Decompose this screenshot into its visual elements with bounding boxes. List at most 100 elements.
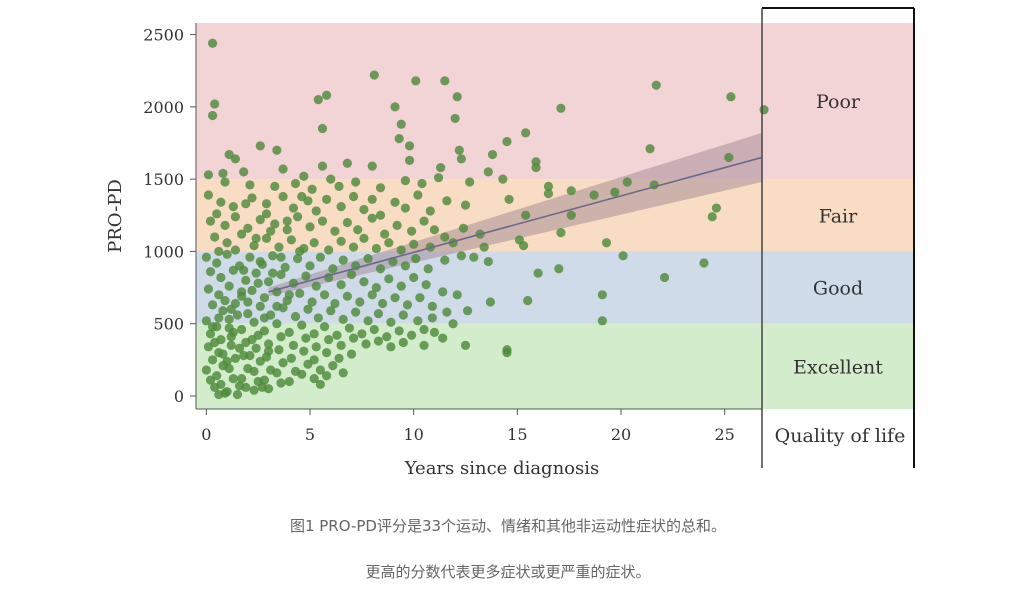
data-point	[462, 306, 473, 316]
data-point	[207, 110, 218, 121]
data-point	[311, 342, 321, 352]
quality-bands-legend: Poor Fair Good Excellent	[762, 23, 914, 409]
legend-label-fair: Fair	[819, 205, 858, 227]
data-point	[384, 274, 394, 284]
data-point	[203, 284, 214, 294]
data-point	[207, 300, 218, 310]
data-point	[390, 293, 400, 303]
data-point	[726, 92, 736, 102]
data-point	[220, 295, 230, 306]
data-point	[301, 271, 311, 281]
data-point	[218, 349, 228, 359]
data-point	[346, 269, 357, 280]
data-point	[210, 99, 220, 109]
data-point	[460, 340, 471, 350]
chart-figure: Poor Fair Good Excellent 0 500 1000 1500 2000 25…	[105, 7, 915, 479]
data-point	[429, 327, 440, 337]
data-point	[222, 249, 232, 259]
data-point	[210, 337, 220, 348]
data-point	[205, 216, 216, 226]
data-point	[255, 356, 265, 366]
data-point	[317, 123, 328, 134]
data-point	[407, 330, 417, 340]
legend-band-good	[762, 251, 914, 324]
data-point	[203, 170, 214, 180]
data-point	[295, 288, 305, 298]
data-point	[361, 339, 371, 349]
y-tick-label: 1500	[143, 170, 184, 189]
data-point	[230, 154, 240, 164]
data-point	[241, 199, 251, 209]
data-point	[398, 310, 408, 320]
data-point	[369, 324, 379, 335]
data-point	[284, 376, 294, 387]
data-point	[303, 304, 313, 314]
data-point	[218, 168, 228, 178]
y-tick-label: 500	[153, 315, 184, 334]
data-point	[251, 268, 261, 278]
data-point	[278, 191, 288, 202]
data-point	[259, 293, 270, 303]
data-point	[359, 204, 369, 215]
data-point	[282, 216, 292, 226]
data-point	[222, 356, 232, 366]
band-good	[196, 251, 762, 324]
data-point	[243, 223, 253, 233]
data-point	[396, 119, 406, 129]
data-point	[214, 290, 224, 300]
y-tick-label: 0	[174, 387, 184, 406]
data-point	[419, 340, 429, 350]
data-point	[249, 385, 259, 395]
data-point	[255, 256, 265, 267]
data-point	[427, 313, 437, 323]
data-point	[479, 242, 489, 252]
data-point	[384, 238, 394, 248]
data-point	[348, 242, 359, 252]
data-point	[336, 202, 346, 212]
data-point	[257, 382, 267, 392]
data-point	[618, 251, 628, 261]
scatter-points	[201, 38, 769, 400]
trend-line	[268, 156, 763, 293]
data-point	[336, 236, 346, 246]
x-tick-label: 25	[715, 425, 735, 444]
data-point	[531, 162, 541, 173]
data-point	[326, 306, 336, 316]
data-point	[346, 349, 357, 359]
data-point	[282, 225, 292, 235]
data-point	[243, 308, 253, 319]
data-point	[205, 267, 216, 277]
data-point	[404, 141, 415, 151]
x-tick-label: 15	[507, 425, 527, 444]
data-point	[230, 245, 240, 255]
data-point	[214, 246, 224, 257]
data-point	[280, 262, 290, 272]
data-point	[440, 232, 450, 242]
data-point	[263, 277, 274, 287]
data-point	[404, 155, 415, 165]
data-point	[369, 70, 379, 80]
data-point	[456, 251, 466, 261]
data-point	[332, 330, 342, 340]
data-point	[348, 333, 359, 343]
data-point	[440, 255, 450, 265]
data-point	[301, 333, 311, 343]
data-point	[336, 340, 346, 350]
data-point	[276, 378, 286, 388]
data-point	[367, 213, 377, 223]
data-point	[543, 181, 554, 191]
data-point	[290, 311, 301, 322]
caption-line-1: 图1 PRO-PD评分是33个运动、情绪和其他非运动性症状的总和。	[289, 517, 727, 535]
data-point	[228, 202, 238, 212]
data-point	[452, 92, 462, 102]
data-point	[400, 175, 410, 186]
data-point	[326, 174, 336, 184]
data-point	[402, 300, 413, 310]
data-point	[232, 310, 243, 320]
data-point	[400, 261, 410, 271]
data-point	[355, 297, 365, 307]
data-point	[436, 162, 446, 173]
data-point	[220, 177, 230, 187]
data-point	[328, 361, 338, 371]
data-point	[243, 297, 253, 307]
